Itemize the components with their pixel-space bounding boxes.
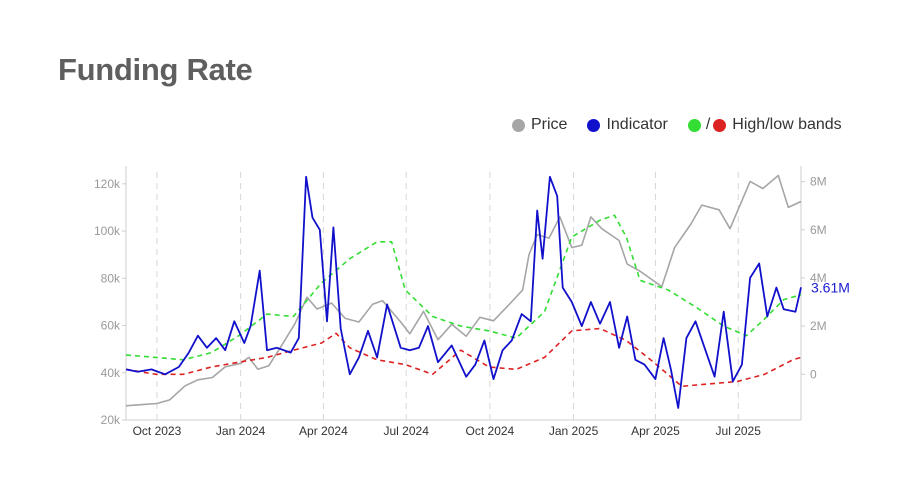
- left-tick-label: 20k: [101, 413, 121, 427]
- legend-item-bands[interactable]: / High/low bands: [687, 116, 842, 134]
- low-band-series-line: [125, 327, 802, 388]
- indicator-series-line: [125, 175, 802, 409]
- x-tick-label: Oct 2024: [466, 424, 515, 438]
- indicator-last-value-label: 3.61M: [811, 279, 850, 295]
- indicator-dot-icon: [587, 118, 601, 132]
- legend-item-indicator[interactable]: Indicator: [587, 116, 668, 134]
- high-band-series-line: [125, 214, 802, 361]
- low-band-dot-icon: [713, 118, 727, 132]
- right-tick-label: 6M: [810, 223, 827, 237]
- left-tick-label: 60k: [101, 319, 121, 333]
- price-series-line: [125, 174, 802, 407]
- x-tick-label: Jan 2025: [549, 424, 599, 438]
- legend-bands-separator: /: [705, 116, 711, 133]
- high-band-dot-icon: [687, 118, 701, 132]
- x-tick-label: Apr 2025: [631, 424, 680, 438]
- legend-label-bands: High/low bands: [732, 116, 842, 133]
- price-dot-icon: [512, 118, 525, 132]
- left-tick-label: 40k: [101, 366, 121, 380]
- right-tick-label: 4M: [810, 271, 827, 285]
- legend-label-indicator: Indicator: [606, 116, 668, 133]
- left-tick-label: 100k: [94, 224, 121, 238]
- right-tick-label: 0: [810, 367, 817, 381]
- legend-item-price[interactable]: Price: [512, 116, 567, 134]
- x-tick-label: Oct 2023: [133, 424, 182, 438]
- x-tick-label: Apr 2024: [299, 424, 348, 438]
- left-tick-label: 120k: [94, 177, 121, 191]
- right-tick-label: 8M: [810, 175, 827, 189]
- legend-label-price: Price: [531, 116, 568, 133]
- chart-title: Funding Rate: [58, 52, 253, 87]
- right-tick-label: 2M: [810, 319, 827, 333]
- chart-legend: Price Indicator / High/low bands: [512, 116, 862, 134]
- left-tick-label: 80k: [101, 271, 121, 285]
- x-tick-label: Jul 2024: [384, 424, 430, 438]
- x-tick-label: Jul 2025: [716, 424, 762, 438]
- x-tick-label: Jan 2024: [216, 424, 266, 438]
